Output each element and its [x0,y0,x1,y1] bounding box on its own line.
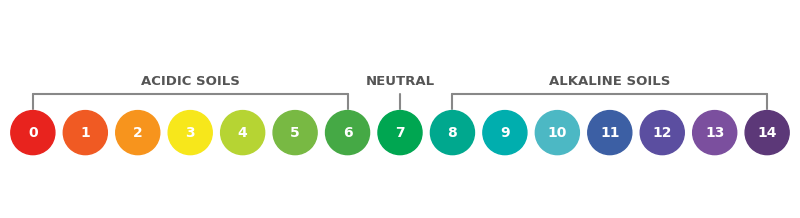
Text: 11: 11 [600,126,619,140]
Circle shape [11,111,55,155]
Text: 1: 1 [81,126,90,140]
Circle shape [378,111,422,155]
Text: 4: 4 [238,126,247,140]
Text: 7: 7 [395,126,405,140]
Circle shape [116,111,160,155]
Text: 2: 2 [133,126,142,140]
Text: 5: 5 [290,126,300,140]
Text: 12: 12 [653,126,672,140]
Circle shape [221,111,265,155]
Text: 10: 10 [548,126,567,140]
Text: ACIDIC SOILS: ACIDIC SOILS [141,75,240,88]
Text: 13: 13 [705,126,724,140]
Text: ALKALINE SOILS: ALKALINE SOILS [549,75,670,88]
Circle shape [693,111,737,155]
Circle shape [63,111,107,155]
Text: 9: 9 [500,126,510,140]
Circle shape [483,111,527,155]
Circle shape [535,111,579,155]
Circle shape [168,111,212,155]
Circle shape [273,111,317,155]
Text: 8: 8 [447,126,458,140]
Circle shape [588,111,632,155]
Circle shape [430,111,474,155]
Circle shape [640,111,684,155]
Text: 0: 0 [28,126,38,140]
Text: 3: 3 [186,126,195,140]
Circle shape [326,111,370,155]
Text: NEUTRAL: NEUTRAL [366,75,434,88]
Circle shape [745,111,789,155]
Text: 14: 14 [758,126,777,140]
Text: 6: 6 [342,126,352,140]
